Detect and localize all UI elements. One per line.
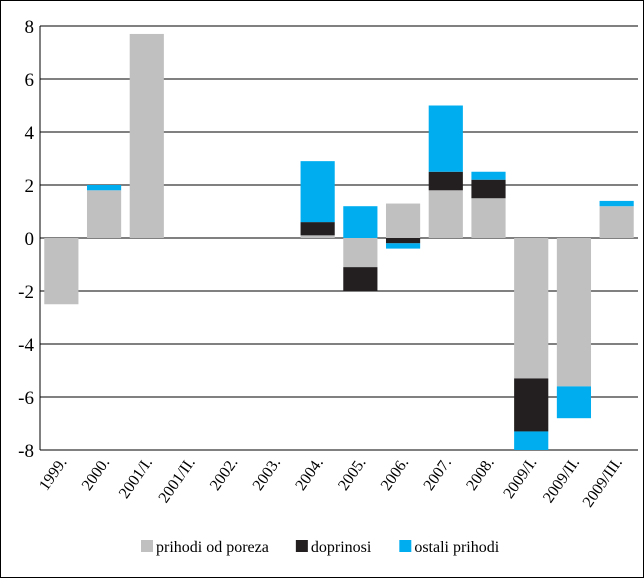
x-tick-label: 1999. <box>36 455 71 494</box>
bar-prihodi-od-poreza-2008 <box>471 198 506 238</box>
bar-ostali-prihodi-2006 <box>385 243 421 249</box>
legend-swatch-ostali-prihodi <box>399 540 412 552</box>
x-tick-label: 2006. <box>378 455 413 494</box>
bar-prihodi-od-poreza-2006 <box>385 203 421 238</box>
bar-doprinosi-2005 <box>343 267 378 291</box>
bar-ostali-prihodi-2008 <box>471 171 506 180</box>
bar-doprinosi-2009I <box>514 378 549 432</box>
bar-prihodi-od-poreza-2009II <box>556 238 592 387</box>
x-tick-label: 2009/III. <box>580 455 626 511</box>
y-tick-label: -8 <box>18 441 34 462</box>
x-tick-label: 2008. <box>463 455 498 494</box>
bar-ostali-prihodi-2004 <box>300 161 335 223</box>
bar-prihodi-od-poreza-2009III <box>599 206 634 238</box>
x-tick-label: 2009/I. <box>500 455 540 502</box>
legend-swatch-doprinosi <box>295 540 308 552</box>
x-tick-label: 2001/I. <box>116 455 156 502</box>
bar-doprinosi-2007 <box>428 171 463 191</box>
x-tick-label: 2009/II. <box>540 455 583 507</box>
x-tick-label: 2005. <box>335 455 370 494</box>
bar-ostali-prihodi-2000 <box>86 185 122 191</box>
bar-ostali-prihodi-2009II <box>556 386 592 419</box>
x-tick-label: 2001/II. <box>156 455 199 507</box>
bar-doprinosi-2004 <box>300 222 335 236</box>
y-tick-label: -4 <box>18 335 34 356</box>
bar-prihodi-od-poreza-2004 <box>300 235 335 238</box>
bar-prihodi-od-poreza-2007 <box>428 190 463 238</box>
y-tick-label: 0 <box>25 229 35 250</box>
bar-prihodi-od-poreza-2005 <box>343 238 378 268</box>
y-tick-label: -2 <box>18 282 34 303</box>
bar-prihodi-od-poreza-2000 <box>86 190 122 238</box>
bar-ostali-prihodi-2009III <box>599 200 634 207</box>
x-tick-label: 2000. <box>79 455 114 494</box>
y-tick-label: -6 <box>18 388 34 409</box>
legend-label-doprinosi: doprinosi <box>311 539 372 556</box>
bar-doprinosi-2006 <box>385 238 421 244</box>
x-tick-label: 2003. <box>250 455 285 494</box>
legend-swatch-prihodi-od-poreza <box>141 540 153 552</box>
bar-ostali-prihodi-2009I <box>514 431 549 450</box>
y-tick-label: 6 <box>25 70 35 91</box>
x-tick-label: 2004. <box>292 455 327 494</box>
x-tick-label: 2002. <box>207 455 242 494</box>
legend-label-prihodi-od-poreza: prihodi od poreza <box>156 539 269 556</box>
bar-doprinosi-2008 <box>471 179 506 199</box>
y-tick-label: 2 <box>25 176 35 197</box>
bar-ostali-prihodi-2005 <box>343 206 378 238</box>
x-tick-label: 2007. <box>420 455 455 494</box>
bar-prihodi-od-poreza-2001I <box>129 33 164 239</box>
bar-ostali-prihodi-2007 <box>428 105 463 172</box>
bar-prihodi-od-poreza-1999 <box>44 238 79 305</box>
bar-prihodi-od-poreza-2009I <box>514 238 549 379</box>
y-tick-label: 4 <box>25 123 35 144</box>
y-tick-label: 8 <box>25 17 35 38</box>
legend-label-ostali-prihodi: ostali prihodi <box>414 539 499 556</box>
